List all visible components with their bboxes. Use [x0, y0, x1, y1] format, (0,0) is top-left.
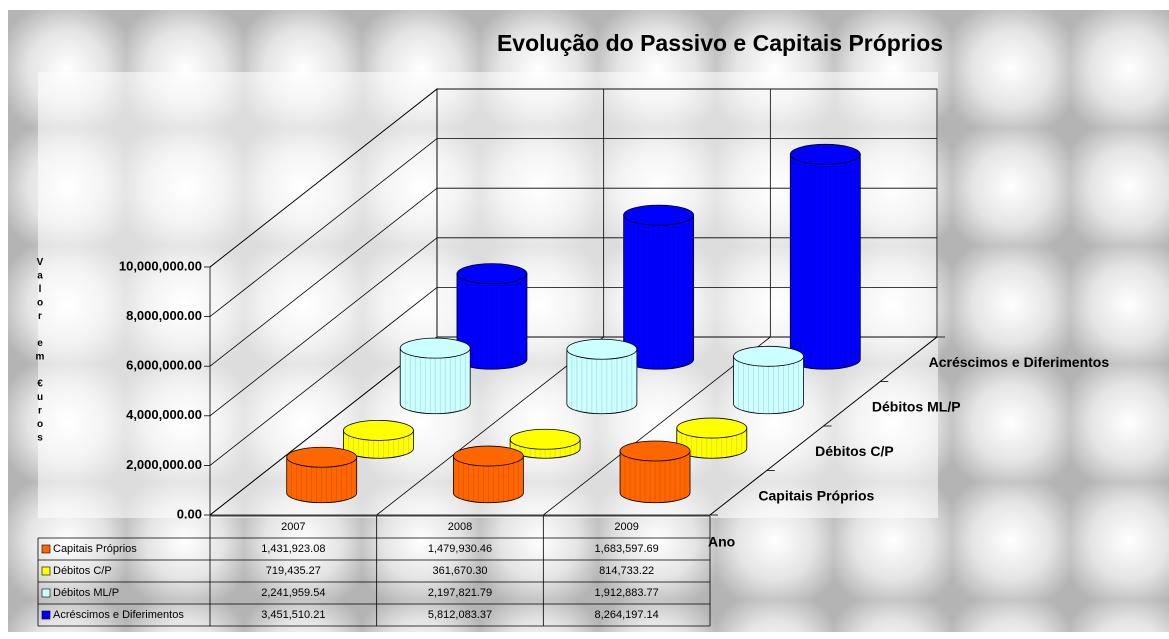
y-tick-label: 8,000,000.00 — [126, 308, 202, 323]
bar — [733, 355, 804, 415]
bar-top — [452, 445, 524, 467]
bar-top — [619, 440, 691, 462]
bar-top — [789, 143, 861, 165]
x-axis-title: Ano — [708, 534, 735, 550]
legend-label: Débitos C/P — [53, 565, 112, 577]
table-value: 1,431,923.08 — [261, 543, 325, 555]
depth-label: Débitos ML/P — [872, 398, 961, 414]
grid-line — [209, 336, 438, 516]
table-value: 1,912,883.77 — [595, 587, 659, 599]
floor-divider — [543, 336, 771, 516]
legend-label: Débitos ML/P — [53, 587, 119, 599]
table-value: 5,812,083.37 — [428, 609, 492, 621]
legend-key — [41, 610, 51, 620]
table-value: 2,197,821.79 — [428, 587, 492, 599]
bar-top — [566, 338, 638, 360]
bar-top — [286, 446, 358, 468]
y-tick-label: 10,000,000.00 — [119, 258, 202, 273]
table-value: 719,435.27 — [266, 565, 321, 577]
grid-line — [209, 287, 438, 466]
table-value: 3,451,510.21 — [261, 609, 325, 621]
table-value: 814,733.22 — [599, 565, 654, 577]
floor-divider — [376, 336, 604, 516]
depth-label: Acréscimos e Diferimentos — [929, 354, 1110, 370]
bar-top — [509, 428, 581, 450]
legend-key — [41, 544, 51, 554]
table-value: 1,479,930.46 — [428, 543, 492, 555]
bar-top — [733, 345, 804, 367]
depth-label: Débitos C/P — [815, 443, 894, 459]
bar-top — [623, 204, 695, 226]
table-value: 2,241,959.54 — [261, 587, 325, 599]
bar-top — [676, 417, 748, 439]
x-tick-label: 2007 — [281, 521, 305, 533]
legend-label: Capitais Próprios — [53, 543, 137, 555]
grid-line — [209, 88, 438, 268]
y-tick-label: 4,000,000.00 — [126, 407, 202, 422]
bar-top — [456, 263, 528, 285]
bar-top — [343, 420, 414, 441]
grid-line — [209, 237, 438, 417]
bar — [399, 347, 471, 415]
y-tick-label: 6,000,000.00 — [126, 358, 202, 373]
grid-line — [209, 138, 438, 317]
legend-label: Acréscimos e Diferimentos — [53, 609, 184, 621]
y-tick-label: 0.00 — [177, 506, 202, 521]
depth-label: Capitais Próprios — [758, 487, 874, 503]
bar-top — [399, 337, 471, 359]
chart-title: Evolução do Passivo e Capitais Próprios — [497, 30, 943, 56]
bar — [286, 456, 358, 504]
grid-line — [209, 187, 438, 367]
y-tick-label: 2,000,000.00 — [126, 457, 202, 472]
bar — [452, 455, 524, 504]
legend-key — [41, 566, 51, 576]
table-value: 361,670.30 — [432, 565, 487, 577]
table-value: 1,683,597.69 — [595, 543, 659, 555]
table-value: 8,264,197.14 — [595, 609, 659, 621]
x-tick-label: 2009 — [614, 521, 638, 533]
legend-key — [41, 588, 51, 598]
x-tick-label: 2008 — [448, 521, 472, 533]
bar — [619, 450, 691, 504]
bar — [566, 348, 638, 415]
